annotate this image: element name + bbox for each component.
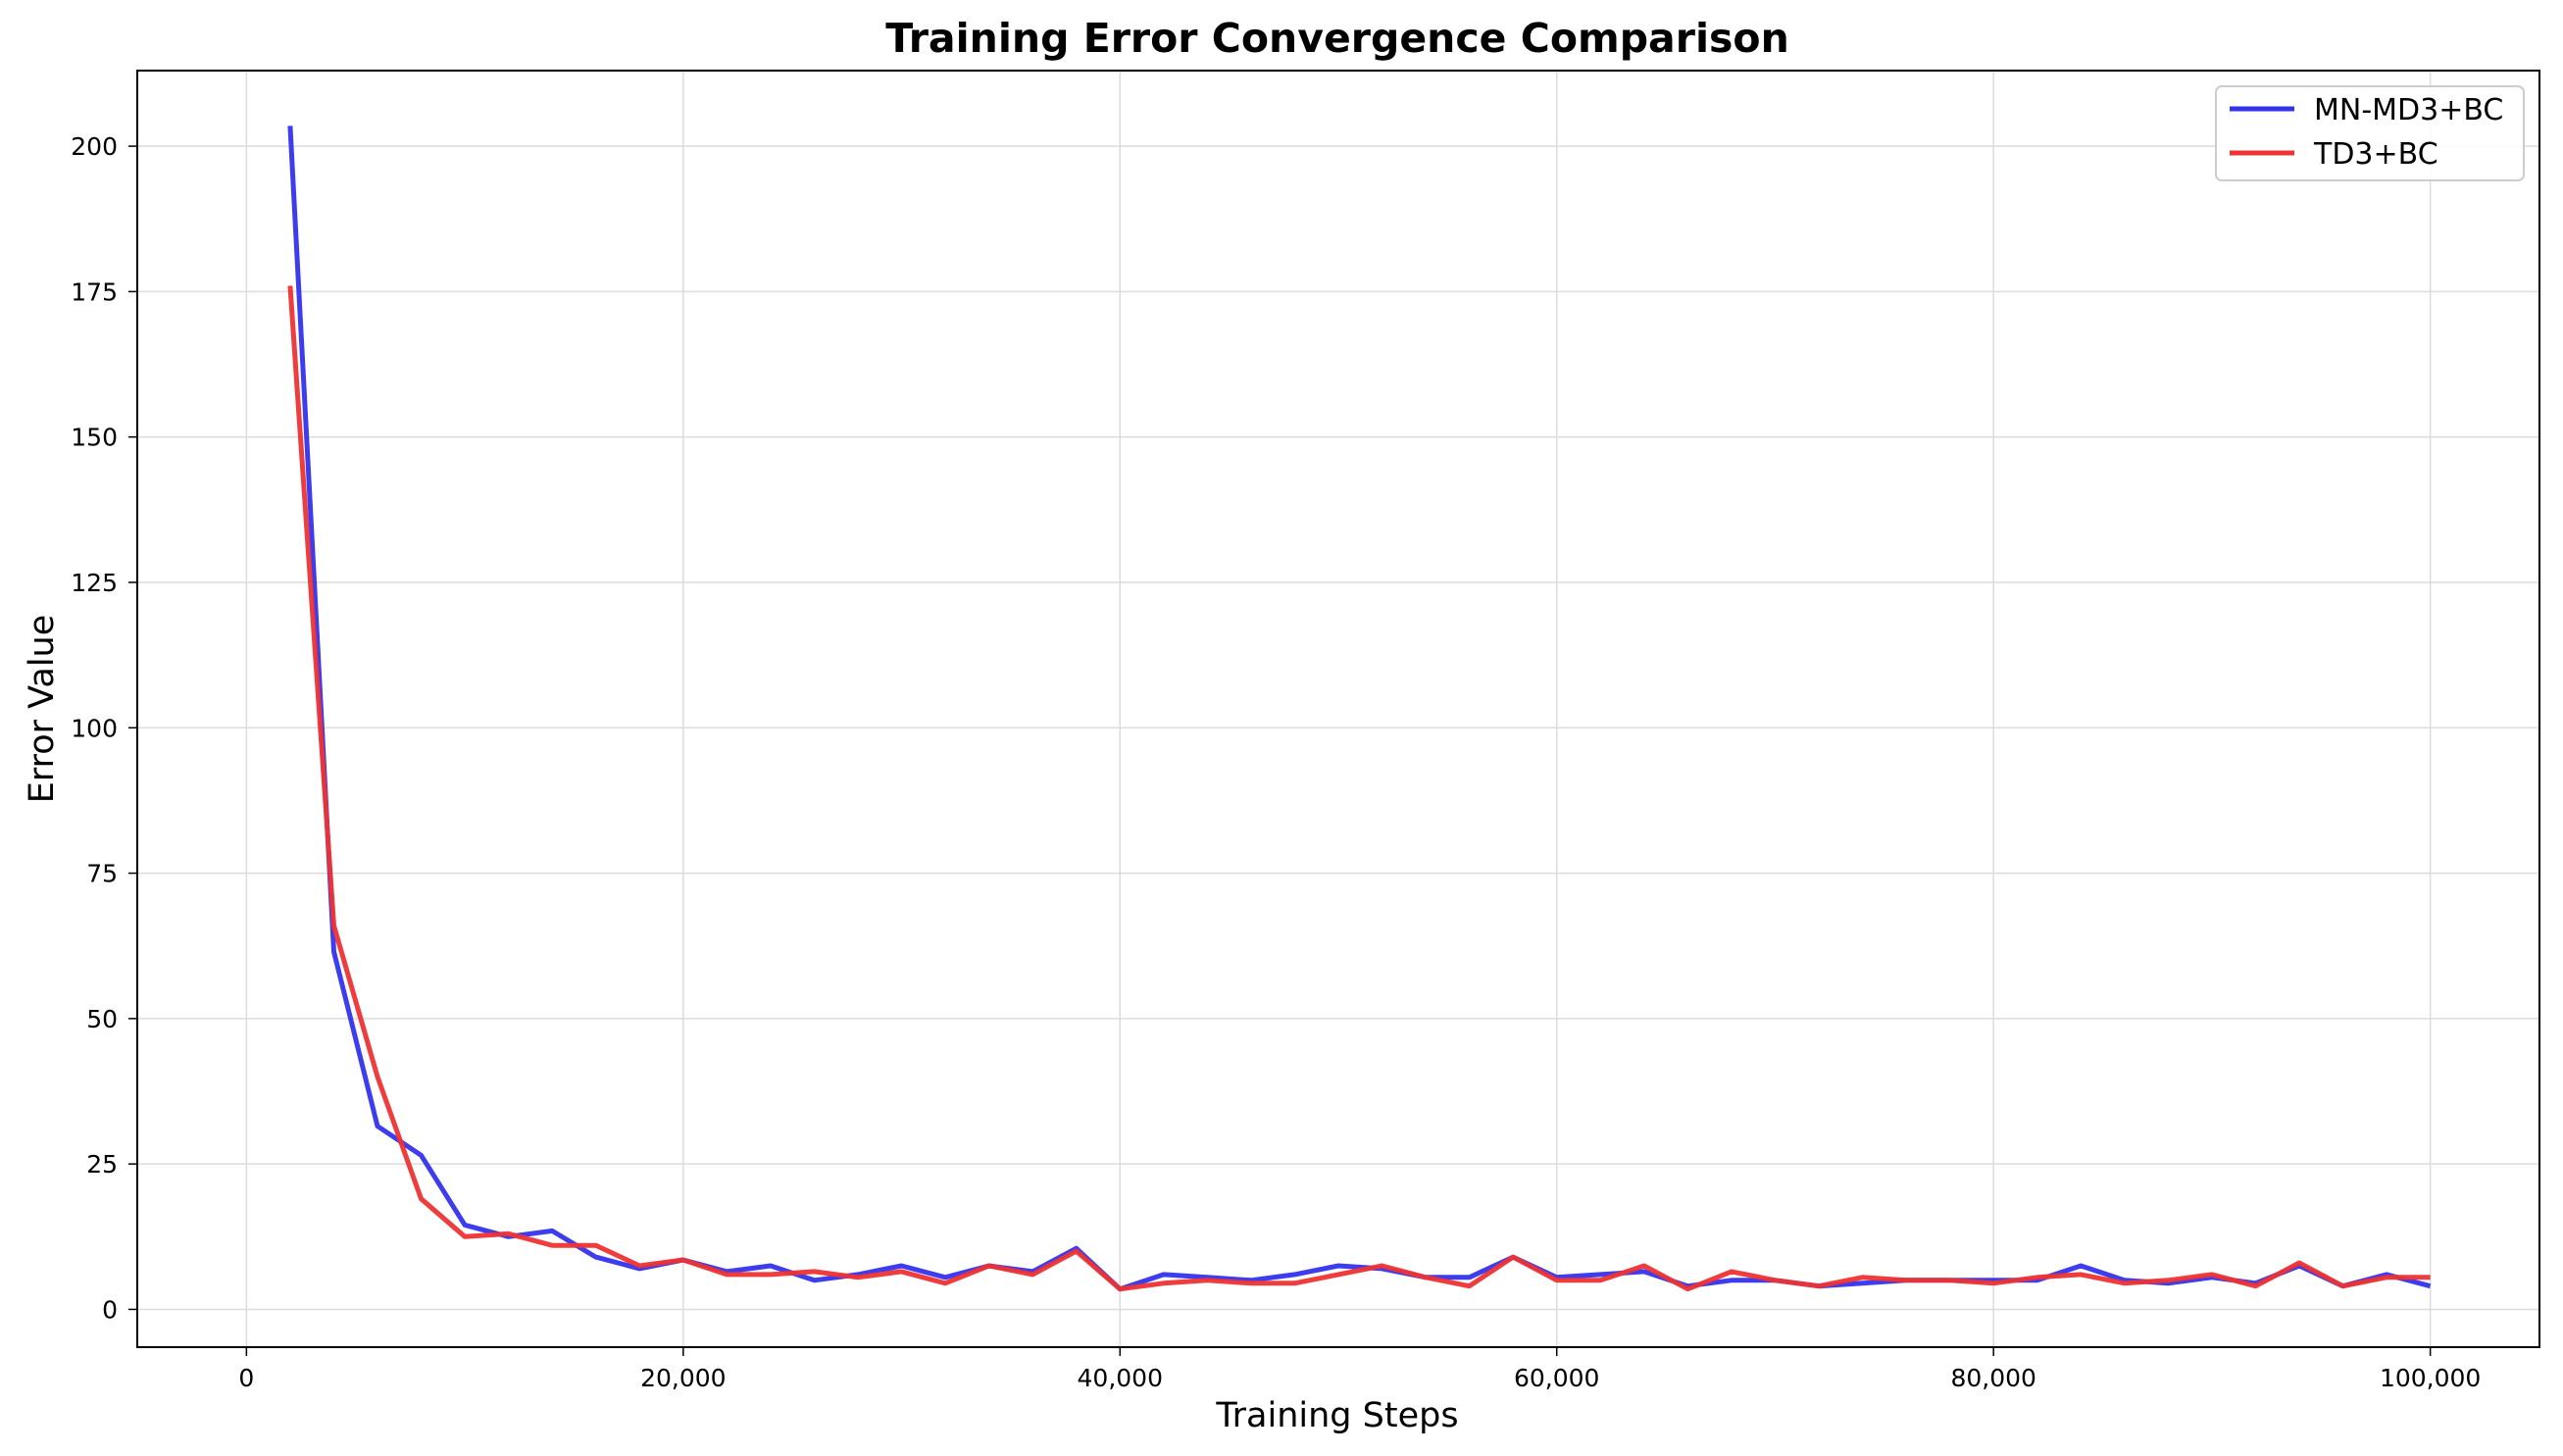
x-tick-label: 0 [238, 1364, 254, 1392]
legend: MN-MD3+BC TD3+BC [2215, 85, 2525, 181]
grid-layer [137, 71, 2539, 1347]
legend-label-mn-md3-bc: MN-MD3+BC [2314, 93, 2503, 127]
x-tick-label: 80,000 [1950, 1364, 2035, 1392]
y-tick-label: 0 [102, 1295, 118, 1324]
x-tick-label: 20,000 [640, 1364, 726, 1392]
y-tick-label: 50 [86, 1005, 118, 1033]
plot-frame [136, 70, 2540, 1348]
x-tick-label: 40,000 [1078, 1364, 1163, 1392]
y-tick-label: 150 [71, 424, 118, 452]
x-axis-label: Training Steps [1215, 1396, 1458, 1435]
chart-title: Training Error Convergence Comparison [885, 15, 1789, 62]
y-tick-label: 25 [86, 1150, 118, 1179]
legend-label-td3-bc: TD3+BC [2313, 137, 2438, 172]
y-tick-label: 100 [71, 714, 118, 742]
y-tick-label: 200 [71, 132, 118, 161]
series-line-td3-bc [287, 285, 2431, 1292]
y-tick-label: 75 [86, 860, 118, 888]
series-line-mn-md3-bc [287, 126, 2432, 1292]
y-tick-label: 175 [71, 277, 118, 306]
x-tick-label: 100,000 [2380, 1364, 2481, 1392]
y-axis-label: Error Value [23, 615, 62, 804]
x-tick-label: 60,000 [1514, 1364, 1599, 1392]
y-tick-label: 125 [71, 569, 118, 597]
series-layer [287, 126, 2432, 1292]
y-axis-ticks: 0 25 50 75 100 125 150 175 200 [71, 132, 137, 1324]
x-axis-ticks: 0 20,000 40,000 60,000 80,000 100,000 [238, 1347, 2481, 1392]
